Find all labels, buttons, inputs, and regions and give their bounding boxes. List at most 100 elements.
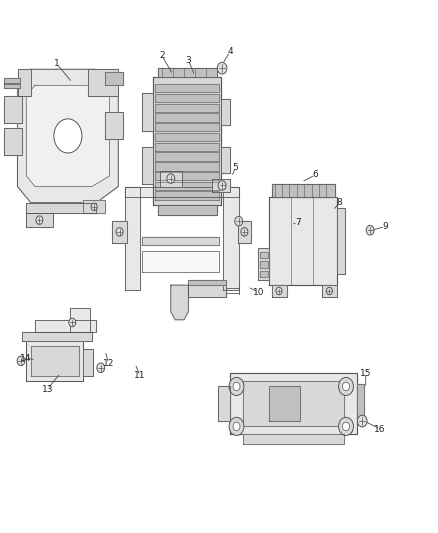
Polygon shape xyxy=(221,99,230,125)
Polygon shape xyxy=(243,381,344,426)
Polygon shape xyxy=(258,248,269,280)
Polygon shape xyxy=(260,271,268,277)
Polygon shape xyxy=(155,143,219,151)
Polygon shape xyxy=(269,386,300,421)
Circle shape xyxy=(217,62,227,74)
Polygon shape xyxy=(125,187,239,197)
Circle shape xyxy=(233,422,240,431)
Circle shape xyxy=(116,228,123,236)
Text: 2: 2 xyxy=(159,52,165,60)
Polygon shape xyxy=(260,261,268,268)
Polygon shape xyxy=(88,69,118,96)
Polygon shape xyxy=(171,285,188,320)
Polygon shape xyxy=(26,213,53,227)
Text: 6: 6 xyxy=(312,171,318,179)
Text: 7: 7 xyxy=(295,218,301,227)
Text: 3: 3 xyxy=(185,56,191,64)
Text: 12: 12 xyxy=(103,359,114,368)
Circle shape xyxy=(36,216,43,224)
Polygon shape xyxy=(155,103,219,112)
Circle shape xyxy=(326,287,332,295)
Circle shape xyxy=(339,377,353,395)
Polygon shape xyxy=(212,179,230,192)
Text: 1: 1 xyxy=(54,60,60,68)
Polygon shape xyxy=(31,346,79,376)
Polygon shape xyxy=(142,237,219,245)
Circle shape xyxy=(91,203,97,211)
Circle shape xyxy=(229,377,244,395)
Polygon shape xyxy=(155,94,219,102)
Polygon shape xyxy=(188,280,226,285)
Circle shape xyxy=(69,318,76,327)
Polygon shape xyxy=(112,221,127,243)
Circle shape xyxy=(54,119,82,153)
Circle shape xyxy=(17,356,25,366)
Polygon shape xyxy=(142,93,153,131)
Circle shape xyxy=(218,181,226,190)
Polygon shape xyxy=(221,147,230,173)
Circle shape xyxy=(343,422,350,431)
Circle shape xyxy=(343,382,350,391)
Circle shape xyxy=(357,415,367,427)
Polygon shape xyxy=(22,332,92,341)
Circle shape xyxy=(366,225,374,235)
Polygon shape xyxy=(260,252,268,258)
Polygon shape xyxy=(4,84,20,88)
Polygon shape xyxy=(155,114,219,122)
Circle shape xyxy=(339,417,353,435)
Polygon shape xyxy=(160,171,182,187)
Polygon shape xyxy=(357,384,364,424)
Polygon shape xyxy=(4,96,22,123)
Polygon shape xyxy=(337,208,345,274)
Polygon shape xyxy=(155,182,219,190)
Polygon shape xyxy=(125,187,140,290)
Polygon shape xyxy=(223,187,239,290)
Polygon shape xyxy=(153,77,221,205)
Polygon shape xyxy=(4,78,20,83)
Polygon shape xyxy=(238,221,251,243)
Polygon shape xyxy=(272,184,335,197)
Circle shape xyxy=(241,228,248,236)
Polygon shape xyxy=(70,308,90,332)
Polygon shape xyxy=(218,386,230,421)
Circle shape xyxy=(229,417,244,435)
Polygon shape xyxy=(188,285,226,297)
Polygon shape xyxy=(142,147,153,184)
Text: 13: 13 xyxy=(42,385,53,393)
Polygon shape xyxy=(230,373,357,434)
Text: 11: 11 xyxy=(134,372,146,380)
Polygon shape xyxy=(243,434,344,444)
Text: 14: 14 xyxy=(20,354,31,362)
Polygon shape xyxy=(155,162,219,171)
Polygon shape xyxy=(18,69,31,96)
Polygon shape xyxy=(155,133,219,141)
Text: 9: 9 xyxy=(382,222,389,231)
Circle shape xyxy=(97,363,105,373)
Polygon shape xyxy=(105,72,123,85)
Polygon shape xyxy=(155,191,219,200)
Polygon shape xyxy=(155,84,219,92)
Polygon shape xyxy=(26,341,83,381)
Polygon shape xyxy=(26,203,96,213)
Text: 8: 8 xyxy=(336,198,343,207)
Circle shape xyxy=(235,216,243,226)
Circle shape xyxy=(276,287,282,295)
Polygon shape xyxy=(322,285,337,297)
Text: 15: 15 xyxy=(360,369,371,377)
Polygon shape xyxy=(105,112,123,139)
Polygon shape xyxy=(269,197,337,285)
Polygon shape xyxy=(272,285,287,297)
Polygon shape xyxy=(26,85,110,187)
Polygon shape xyxy=(158,68,217,77)
Circle shape xyxy=(233,382,240,391)
Polygon shape xyxy=(83,349,93,376)
Polygon shape xyxy=(155,123,219,132)
Text: 4: 4 xyxy=(227,47,233,56)
Polygon shape xyxy=(155,152,219,161)
Polygon shape xyxy=(155,172,219,180)
Polygon shape xyxy=(83,200,105,213)
Polygon shape xyxy=(4,128,22,155)
Polygon shape xyxy=(158,205,217,215)
Polygon shape xyxy=(18,69,118,203)
Polygon shape xyxy=(142,251,219,272)
